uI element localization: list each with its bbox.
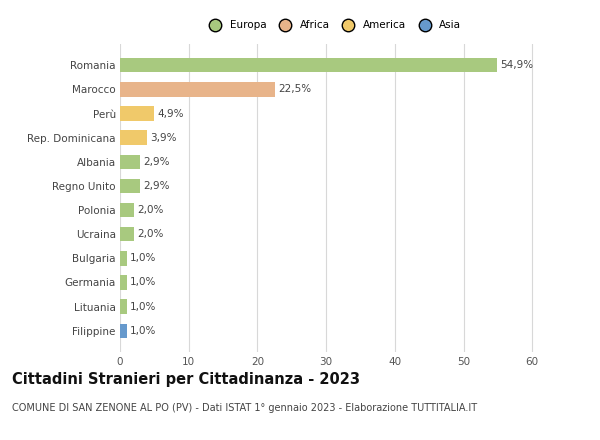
Text: 2,0%: 2,0%	[137, 229, 164, 239]
Text: 2,9%: 2,9%	[143, 157, 170, 167]
Text: 2,9%: 2,9%	[143, 181, 170, 191]
Bar	[120, 82, 275, 97]
Bar	[120, 203, 134, 217]
Bar	[120, 299, 127, 314]
Bar	[120, 154, 140, 169]
Text: 22,5%: 22,5%	[278, 84, 311, 94]
Bar	[120, 179, 140, 193]
Text: 1,0%: 1,0%	[130, 302, 157, 312]
Bar	[120, 58, 497, 73]
Text: 3,9%: 3,9%	[150, 132, 177, 143]
Bar	[120, 130, 147, 145]
Bar	[120, 227, 134, 242]
Text: 2,0%: 2,0%	[137, 205, 164, 215]
Bar	[120, 275, 127, 290]
Text: 1,0%: 1,0%	[130, 253, 157, 264]
Text: 1,0%: 1,0%	[130, 278, 157, 287]
Bar	[120, 323, 127, 338]
Text: Cittadini Stranieri per Cittadinanza - 2023: Cittadini Stranieri per Cittadinanza - 2…	[12, 372, 360, 387]
Text: 54,9%: 54,9%	[500, 60, 534, 70]
Bar	[120, 251, 127, 266]
Text: COMUNE DI SAN ZENONE AL PO (PV) - Dati ISTAT 1° gennaio 2023 - Elaborazione TUTT: COMUNE DI SAN ZENONE AL PO (PV) - Dati I…	[12, 403, 477, 413]
Legend: Europa, Africa, America, Asia: Europa, Africa, America, Asia	[203, 18, 463, 33]
Bar	[120, 106, 154, 121]
Text: 1,0%: 1,0%	[130, 326, 157, 336]
Text: 4,9%: 4,9%	[157, 109, 184, 118]
